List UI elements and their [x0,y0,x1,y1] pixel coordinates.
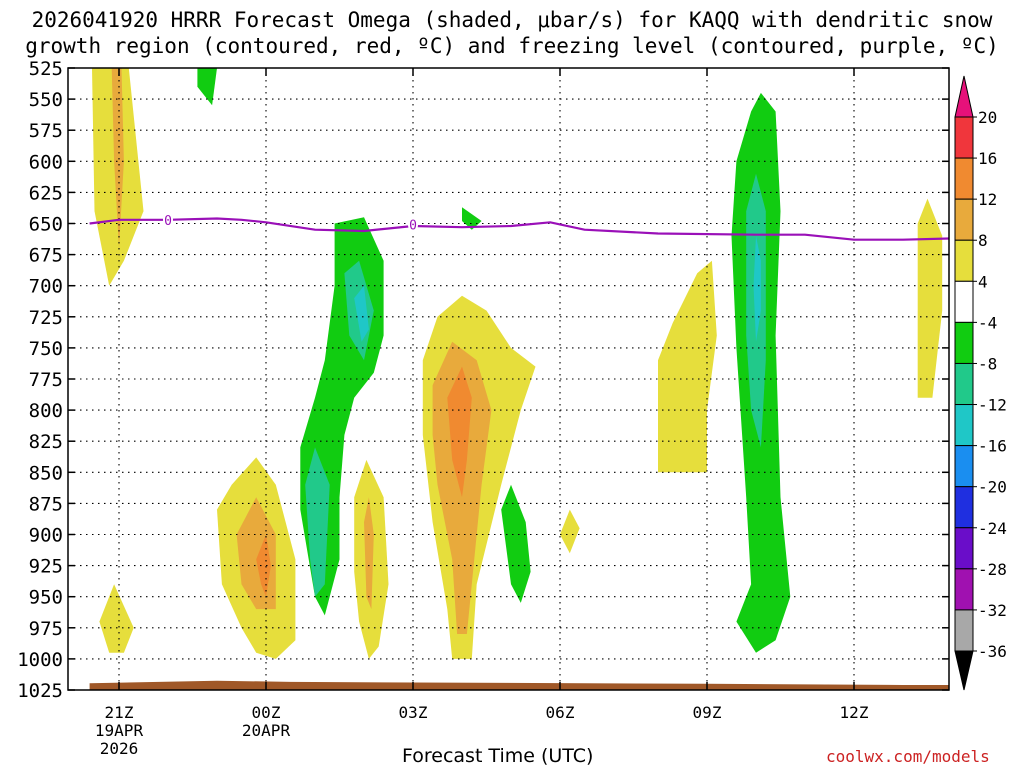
colorbar-bin [954,527,974,570]
y-tick-label: 925 [29,556,63,578]
colorbar-bin [954,116,974,159]
freezing-level-label: 0 [164,214,172,229]
x-axis-title: Forecast Time (UTC) [402,745,594,767]
x-tick-label: 06Z [546,703,575,722]
y-tick-label: 1025 [17,680,63,702]
omega-region-uplift-0830z [658,260,717,473]
y-tick-label: 600 [29,151,63,173]
y-tick-label: 725 [29,307,63,329]
colorbar-bottom-arrow [954,650,974,691]
colorbar-label: 4 [978,272,988,291]
colorbar-bin [954,404,974,447]
colorbar-bin [954,198,974,241]
y-tick-label: 750 [29,338,63,360]
y-tick-label: 975 [29,618,63,640]
y-tick-label: 825 [29,431,63,453]
y-tick-label: 900 [29,525,63,547]
y-tick-label: 950 [29,587,63,609]
colorbar-bin [954,445,974,488]
omega-region-sink-0430z [501,484,531,603]
colorbar-top-arrow [954,75,974,118]
x-tick-label: 00Z [252,703,281,722]
freezing-level-label: 0 [409,219,417,234]
x-tick-date: 19APR [95,721,144,740]
y-tick-label: 675 [29,245,63,267]
y-tick-label: 700 [29,276,63,298]
y-tick-label: 1000 [17,649,63,671]
colorbar-label: -24 [978,519,1007,538]
colorbar-label: 16 [978,149,997,168]
colorbar-label: 8 [978,231,988,250]
chart-title-line-1: 2026041920 HRRR Forecast Omega (shaded, … [31,8,993,32]
colorbar-label: -8 [978,354,997,373]
colorbar-label: -32 [978,601,1007,620]
y-tick-label: 875 [29,493,63,515]
x-tick-label: 12Z [840,703,869,722]
x-tick-label: 09Z [693,703,722,722]
omega-region-sink-2230z-top [197,68,217,106]
colorbar-bin [954,609,974,652]
terrain-layer [89,680,949,690]
x-tick-year: 2026 [100,739,139,758]
omega-shading-layer [92,68,943,659]
omega-region-sink-0130z-core-lower [305,447,330,597]
terrain-surface [89,680,949,690]
colorbar-label: -12 [978,396,1007,415]
y-tick-label: 850 [29,462,63,484]
colorbar-bin [954,239,974,282]
colorbar-bin [954,486,974,529]
y-tick-label: 800 [29,400,63,422]
omega-region-uplift-1230z [917,198,943,398]
x-tick-label: 03Z [399,703,428,722]
freezing-level-line [89,217,949,241]
colorbar-label: -36 [978,642,1007,661]
colorbar-label: 12 [978,190,997,209]
omega-region-sink-0130z-core-upper-center [354,285,369,342]
y-tick-label: 550 [29,89,63,111]
omega-region-sink-10z-core [753,235,761,342]
y-tick-label: 525 [29,58,63,80]
y-tick-label: 575 [29,120,63,142]
colorbar-bin [954,321,974,364]
colorbar-label: -28 [978,560,1007,579]
omega-region-uplift-21z-upper-core [111,68,124,249]
omega-region-uplift-03z-main-core [447,366,472,498]
omega-region-uplift-02z-low-core [364,497,374,610]
colorbar-label: -20 [978,478,1007,497]
omega-region-sink-0330z-small [462,207,482,230]
colorbar: 20 16 12 8 4 -4 -8 -12 -16 -20 -24 -28 -32 -36 [954,75,1007,691]
omega-region-uplift-21z-lower [99,584,134,653]
colorbar-bin [954,280,974,323]
omega-region-uplift-00z-low-core [256,534,271,597]
x-tick-date: 20APR [242,721,291,740]
colorbar-label: -16 [978,437,1007,456]
y-tick-label: 775 [29,369,63,391]
x-tick-label: 21Z [105,703,134,722]
freezing-level-label-bg [408,217,418,232]
colorbar-label: 20 [978,108,997,127]
colorbar-label: -4 [978,313,997,332]
freezing-level-label-bg [163,212,173,227]
colorbar-bin [954,568,974,611]
source-credit[interactable]: coolwx.com/models [826,747,990,766]
colorbar-bin [954,362,974,406]
y-tick-label: 625 [29,182,63,204]
y-axis: 525 550 575 600 625 650 675 700 725 750 775 800 825 8… [17,58,949,702]
chart-title-line-2: growth region (contoured, red, ºC) and f… [25,34,999,58]
omega-region-uplift-06z-small [560,509,580,554]
colorbar-bin [954,157,974,200]
y-tick-label: 650 [29,214,63,236]
